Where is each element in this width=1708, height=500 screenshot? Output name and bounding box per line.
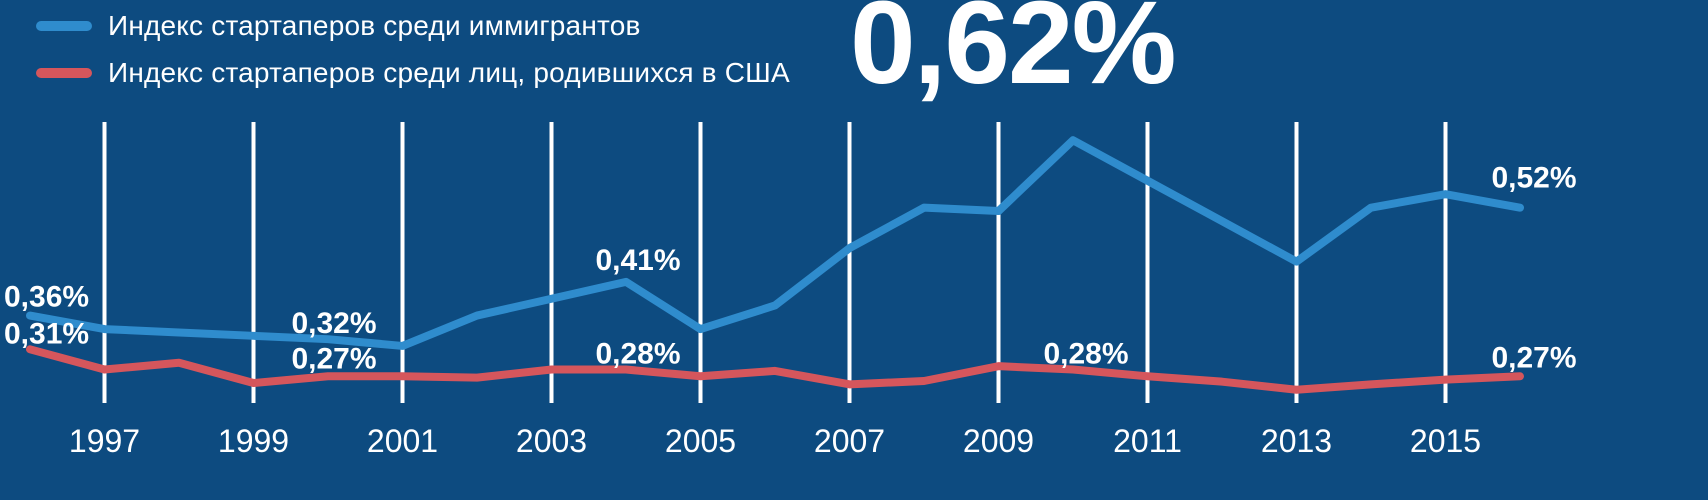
x-tick-label: 2005 xyxy=(665,423,736,459)
data-label-immigrants-2004: 0,41% xyxy=(595,244,680,277)
data-label-immigrants-1996: 0,36% xyxy=(4,281,89,314)
series-line-natives xyxy=(26,345,1524,394)
data-label-natives-2016: 0,27% xyxy=(1491,341,1576,374)
x-tick-label: 2007 xyxy=(814,423,885,459)
legend: Индекс стартаперов среди иммигрантов Инд… xyxy=(36,10,790,104)
x-tick-label: 1999 xyxy=(218,423,289,459)
legend-swatch-immigrants-icon xyxy=(36,21,92,31)
x-tick-label: 2001 xyxy=(367,423,438,459)
x-tick-label: 2015 xyxy=(1410,423,1481,459)
data-label-natives-1996: 0,31% xyxy=(4,317,89,350)
data-label-natives-2000: 0,27% xyxy=(291,342,376,375)
x-tick-label: 2009 xyxy=(963,423,1034,459)
legend-item-natives: Индекс стартаперов среди лиц, родившихся… xyxy=(36,57,790,89)
data-label-natives-2004: 0,28% xyxy=(595,338,680,371)
x-tick-label: 2003 xyxy=(516,423,587,459)
data-label-immigrants-2000: 0,32% xyxy=(291,307,376,340)
legend-label-immigrants: Индекс стартаперов среди иммигрантов xyxy=(108,10,641,41)
x-tick-label: 1997 xyxy=(69,423,140,459)
x-tick-label: 2011 xyxy=(1113,423,1182,459)
data-label-immigrants-2016: 0,52% xyxy=(1491,162,1576,195)
legend-swatch-natives-icon xyxy=(36,68,92,78)
series-line-immigrants xyxy=(26,136,1524,350)
data-label-natives-2010: 0,28% xyxy=(1043,338,1128,371)
x-tick-label: 2013 xyxy=(1261,423,1332,459)
legend-item-immigrants: Индекс стартаперов среди иммигрантов xyxy=(36,10,790,42)
legend-label-natives: Индекс стартаперов среди лиц, родившихся… xyxy=(108,57,790,88)
peak-value-label: 0,62% xyxy=(850,0,1177,109)
